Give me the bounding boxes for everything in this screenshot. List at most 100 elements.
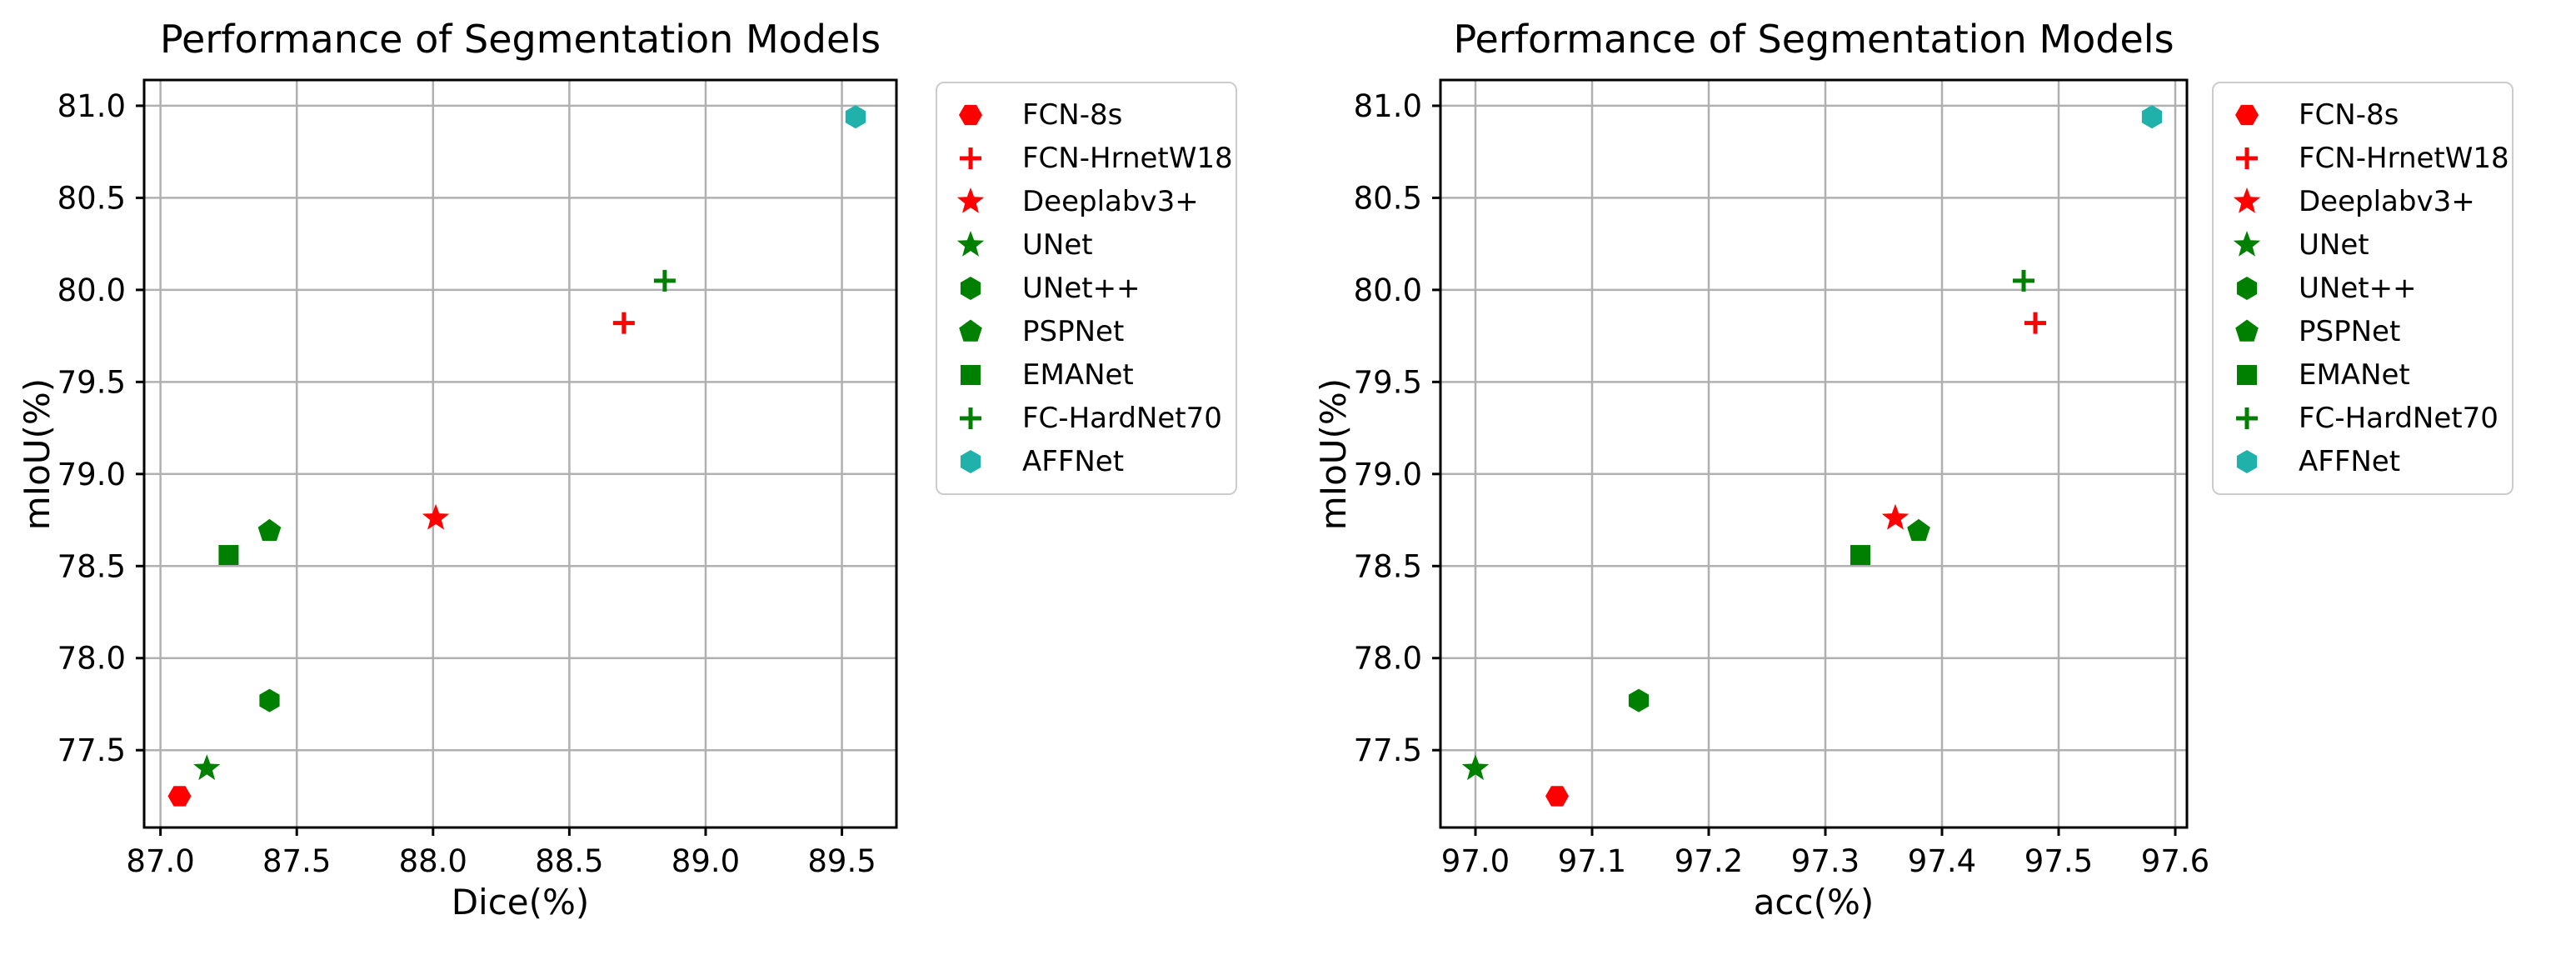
legend-item-EMANet: EMANet: [937, 353, 1236, 397]
data-point-AFFNet: [2141, 105, 2163, 129]
data-point-FC-HardNet70: [653, 269, 676, 292]
y-tick-label: 80.5: [1354, 180, 1422, 216]
data-point-UNet++: [259, 688, 280, 712]
plot-border: [142, 78, 898, 829]
pentagon-marker-icon: [959, 319, 982, 342]
plus-marker-icon: [960, 148, 981, 169]
pentagon-marker-icon: [2235, 319, 2259, 342]
star-marker-icon: [956, 231, 985, 257]
plus-marker-icon: [2236, 408, 2258, 429]
legend-item-label: UNet++: [2299, 272, 2417, 305]
legend-item-FCN-HrnetW18: FCN-HrnetW18: [2214, 137, 2512, 180]
x-tick-label: 88.0: [399, 843, 467, 879]
data-point-EMANet: [218, 545, 239, 566]
plot-border: [1439, 78, 2189, 829]
star-icon: [956, 231, 985, 257]
y-tick-label: 80.5: [57, 180, 126, 216]
hexagon-icon: [960, 450, 981, 473]
y-tick-label: 81.0: [57, 88, 126, 124]
square-icon: [2237, 365, 2257, 385]
legend-item-FCN-HrnetW18: FCN-HrnetW18: [937, 137, 1236, 180]
plus-icon: [960, 148, 981, 169]
square-icon: [961, 365, 981, 385]
x-tick-label: 89.5: [807, 843, 876, 879]
plus-icon: [960, 408, 981, 429]
x-tick-label: 97.3: [1791, 843, 1860, 879]
legend-item-label: Deeplabv3+: [1022, 185, 1199, 218]
data-point-PSPNet: [257, 518, 282, 541]
legend-item-label: AFFNet: [1022, 445, 1125, 478]
star-marker-icon: [2233, 188, 2261, 213]
data-point-Deeplabv3+: [422, 503, 450, 530]
data-point-Deeplabv3+: [1881, 503, 1910, 530]
legend-item-label: PSPNet: [1022, 315, 1125, 348]
data-point-UNet: [1461, 754, 1490, 781]
y-tick-label: 77.5: [1354, 732, 1422, 768]
y-tick-label: 78.0: [1354, 641, 1422, 677]
legend-right: FCN-8s FCN-HrnetW18 Deeplabv3+ UNet UNet++ PS…: [2212, 82, 2514, 495]
hexagon-marker-icon: [960, 450, 981, 473]
legend-item-label: FCN-8s: [2299, 98, 2399, 132]
hexagon-marker-icon: [2236, 277, 2258, 300]
data-point-FCN-8s: [167, 786, 192, 807]
y-tick-label: 78.5: [1354, 548, 1422, 584]
x-tick-label: 97.5: [2024, 843, 2093, 879]
pentagon-icon: [2235, 319, 2259, 342]
legend-item-PSPNet: PSPNet: [2214, 310, 2512, 353]
chart-acc-xlabel: acc(%): [1753, 882, 1875, 922]
legend-item-label: EMANet: [2299, 358, 2410, 392]
x-tick-label: 97.1: [1558, 843, 1626, 879]
pentagon-icon: [959, 319, 982, 342]
y-tick-label: 79.0: [57, 457, 126, 492]
legend-item-label: FCN-8s: [1022, 98, 1123, 132]
legend-item-FCN-8s: FCN-8s: [2214, 93, 2512, 137]
chart-dice-xlabel: Dice(%): [451, 882, 590, 922]
chart-acc-ylabel: mIoU(%): [1313, 378, 1354, 531]
chart-dice-ylabel: mIoU(%): [17, 378, 57, 531]
hexagon-marker-icon: [2236, 450, 2258, 473]
legend-left: FCN-8s FCN-HrnetW18 Deeplabv3+ UNet UNet++ PS…: [936, 82, 1237, 495]
legend-item-label: UNet: [1022, 228, 1093, 262]
data-point-PSPNet: [1907, 518, 1930, 541]
legend-item-FCN-8s: FCN-8s: [937, 93, 1236, 137]
chart-dice-title: Performance of Segmentation Models: [159, 17, 881, 62]
square-marker-icon: [2237, 365, 2257, 385]
x-tick-label: 89.0: [671, 843, 740, 879]
legend-item-AFFNet: AFFNet: [937, 440, 1236, 483]
legend-item-FC-HardNet70: FC-HardNet70: [2214, 397, 2512, 440]
y-tick-label: 79.5: [1354, 364, 1422, 400]
y-tick-label: 78.5: [57, 548, 126, 584]
square-marker-icon: [961, 365, 981, 385]
legend-item-label: EMANet: [1022, 358, 1134, 392]
y-tick-label: 79.0: [1354, 457, 1422, 492]
legend-item-label: FCN-HrnetW18: [1022, 142, 1233, 175]
plus-marker-icon: [2236, 148, 2258, 169]
legend-item-UNet++: UNet++: [937, 267, 1236, 310]
star-icon: [2233, 188, 2261, 213]
legend-item-EMANet: EMANet: [2214, 353, 2512, 397]
legend-item-PSPNet: PSPNet: [937, 310, 1236, 353]
legend-item-label: FC-HardNet70: [2299, 402, 2499, 435]
legend-item-label: Deeplabv3+: [2299, 185, 2475, 218]
hexagon-icon: [960, 277, 981, 300]
hexagon-icon: [2236, 277, 2258, 300]
x-tick-label: 97.6: [2141, 843, 2209, 879]
x-tick-label: 97.2: [1675, 843, 1743, 879]
star-icon: [956, 188, 985, 213]
chart-acc-title: Performance of Segmentation Models: [1453, 17, 2174, 62]
x-tick-label: 97.0: [1441, 843, 1510, 879]
x-tick-label: 88.5: [535, 843, 603, 879]
legend-item-UNet: UNet: [937, 223, 1236, 267]
plus-icon: [2236, 148, 2258, 169]
hexagon-flat-marker-icon: [959, 104, 982, 126]
star-marker-icon: [956, 188, 985, 213]
star-marker-icon: [2233, 231, 2261, 257]
legend-item-label: FCN-HrnetW18: [2299, 142, 2509, 175]
y-tick-label: 78.0: [57, 641, 126, 677]
y-tick-label: 79.5: [57, 364, 126, 400]
x-tick-label: 97.4: [1908, 843, 1976, 879]
data-point-FCN-HrnetW18: [612, 312, 635, 334]
data-point-UNet++: [1628, 688, 1650, 712]
